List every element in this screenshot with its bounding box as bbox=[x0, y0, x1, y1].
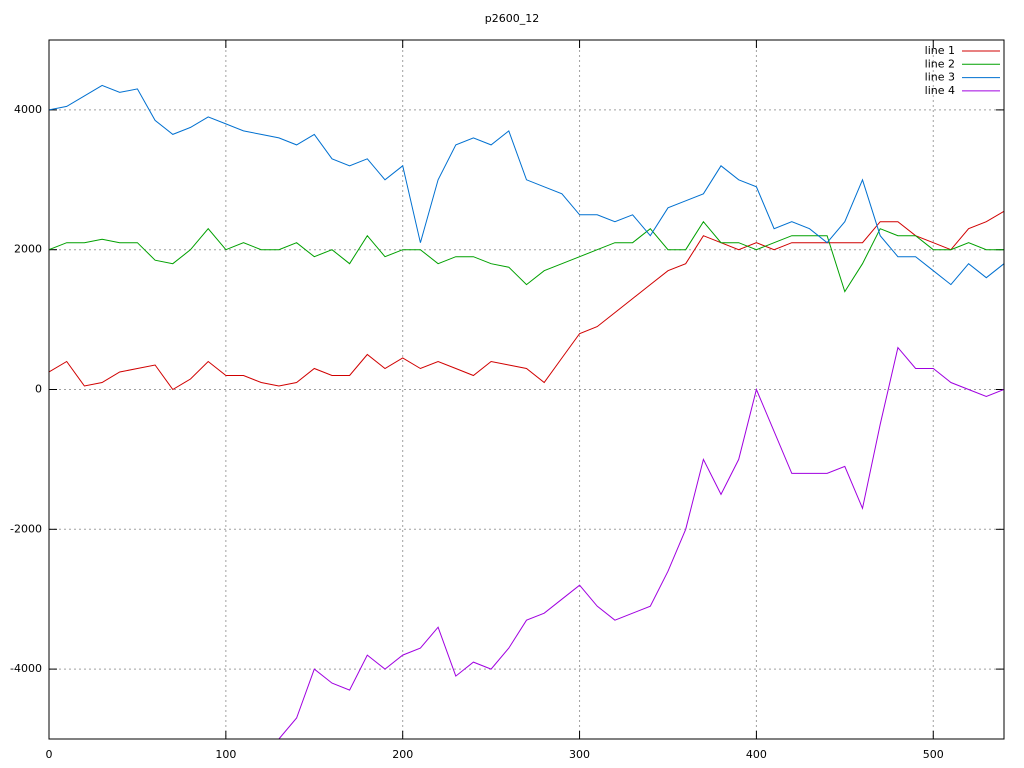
data-line bbox=[278, 346, 1004, 739]
x-tick-label: 300 bbox=[569, 748, 590, 761]
data-line bbox=[49, 220, 1004, 293]
y-tick-label: -2000 bbox=[10, 522, 42, 535]
y-tick-label: 0 bbox=[35, 383, 42, 396]
y-tick-label: -4000 bbox=[10, 662, 42, 675]
x-tick-label: 500 bbox=[923, 748, 944, 761]
legend-label: line 2 bbox=[925, 57, 955, 70]
plot-lines bbox=[49, 84, 1004, 739]
legend-label: line 3 bbox=[925, 71, 955, 84]
x-tick-label: 100 bbox=[215, 748, 236, 761]
data-line bbox=[49, 210, 1004, 391]
y-tick-label: 2000 bbox=[14, 243, 42, 256]
x-tick-label: 200 bbox=[392, 748, 413, 761]
x-tick-label: 0 bbox=[46, 748, 53, 761]
x-tick-label: 400 bbox=[746, 748, 767, 761]
y-tick-label: 4000 bbox=[14, 103, 42, 116]
plot-border bbox=[48, 39, 1005, 740]
data-line bbox=[49, 84, 1004, 286]
legend-label: line 4 bbox=[925, 84, 955, 97]
chart-title: p2600_12 bbox=[485, 12, 539, 25]
legend-label: line 1 bbox=[925, 44, 955, 57]
